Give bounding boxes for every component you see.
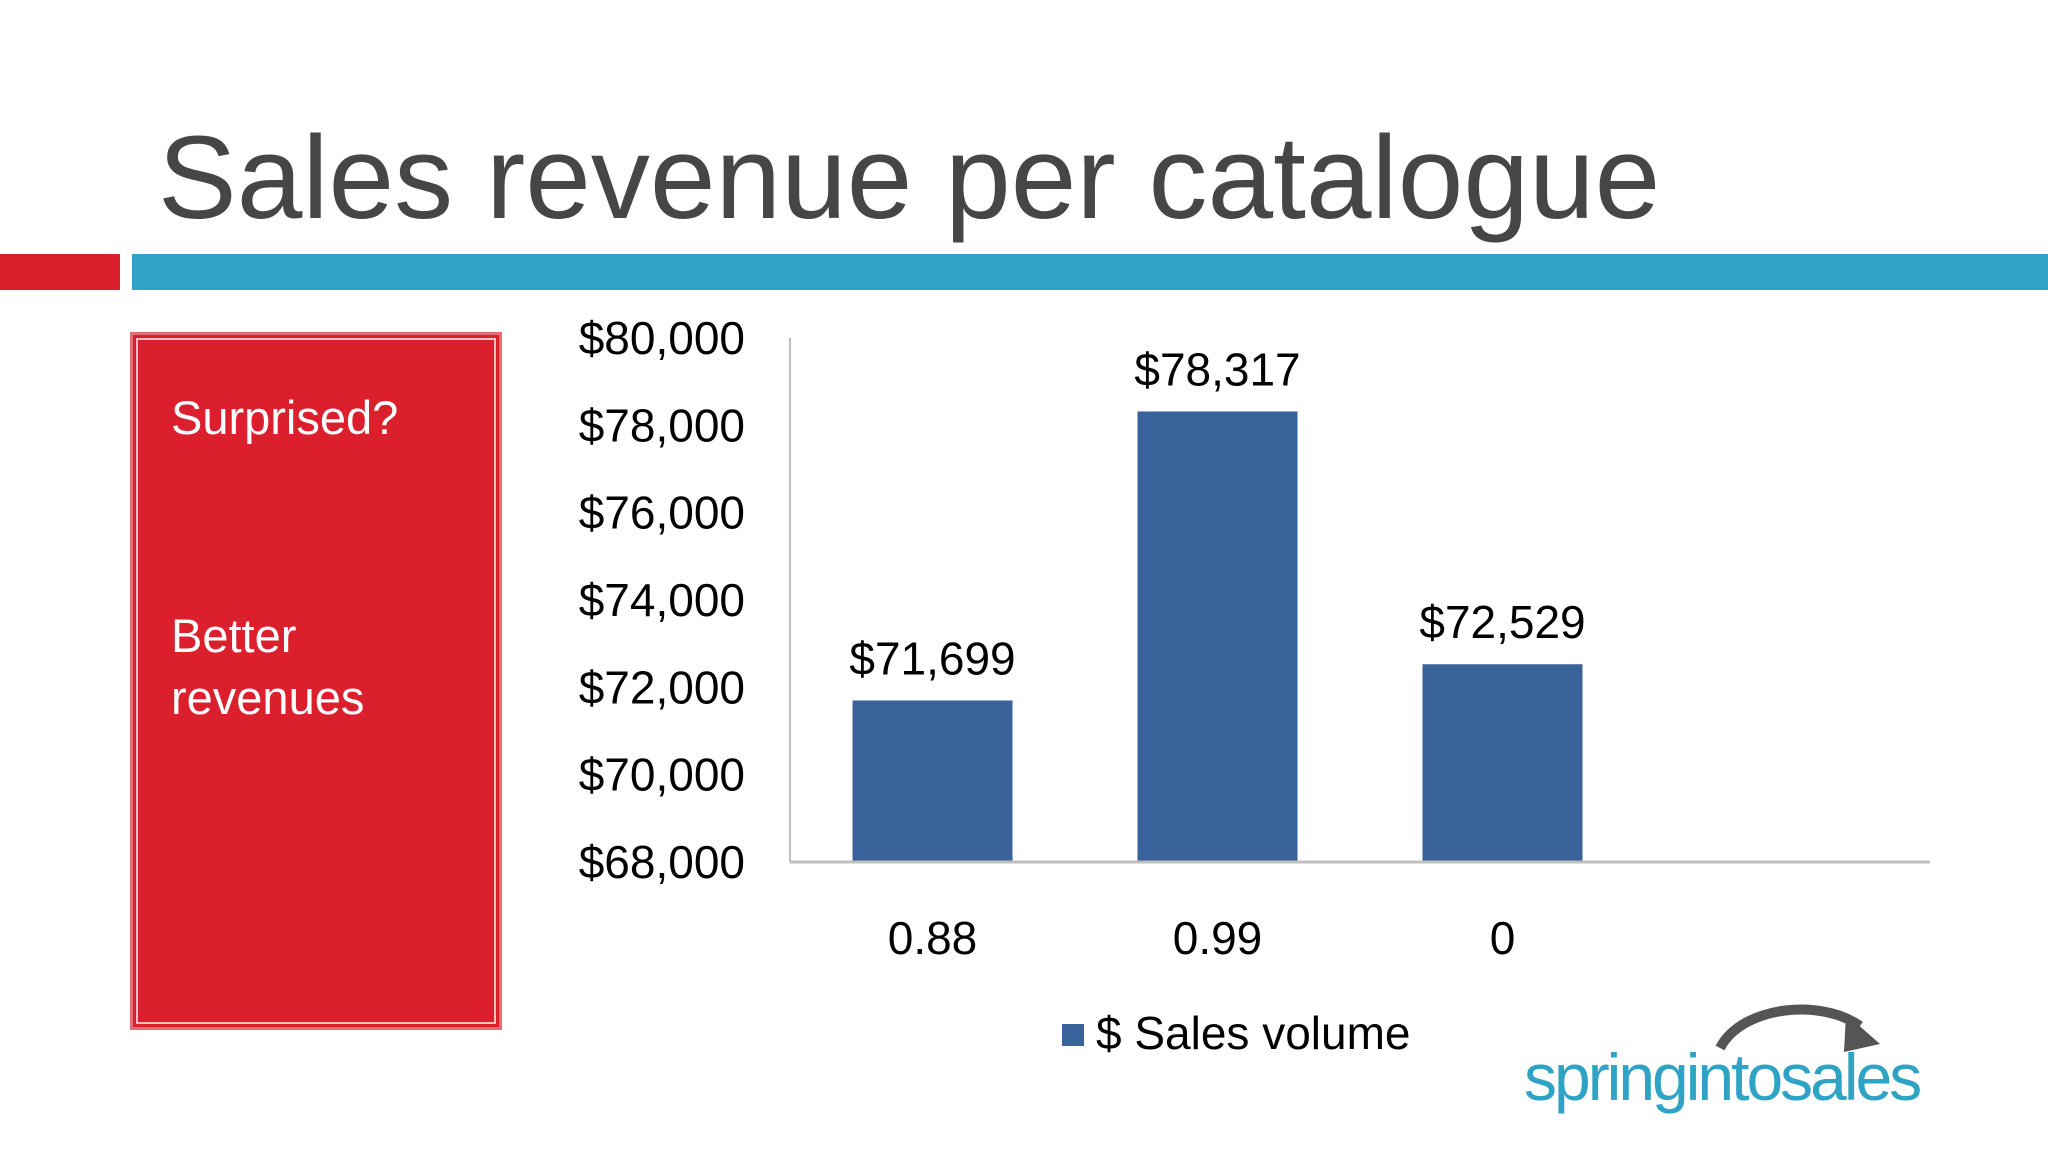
title-rule-blue [132, 254, 2048, 290]
y-tick-label: $80,000 [579, 312, 745, 364]
chart-legend: $ Sales volume [1062, 1007, 1411, 1059]
bar [1422, 664, 1583, 862]
x-tick-label: 0.99 [1173, 912, 1263, 964]
y-tick-label: $68,000 [579, 836, 745, 888]
springintosales-logo: springintosales [1524, 1004, 1923, 1114]
legend-label: $ Sales volume [1096, 1007, 1411, 1059]
y-tick-label: $74,000 [579, 574, 745, 626]
x-tick-label: 0 [1490, 912, 1516, 964]
bar-data-label: $71,699 [849, 632, 1015, 684]
y-tick-label: $70,000 [579, 749, 745, 801]
y-tick-label: $78,000 [579, 399, 745, 451]
legend-swatch [1062, 1024, 1084, 1046]
x-axis-tick-labels: 0.88 0.99 0 [888, 912, 1516, 964]
logo-arrowhead-icon [1844, 1014, 1880, 1052]
bar-data-labels: $71,699 $78,317 $72,529 [849, 343, 1585, 684]
y-tick-label: $76,000 [579, 487, 745, 539]
logo-arrow-icon [1715, 1004, 1863, 1051]
y-tick-label: $72,000 [579, 661, 745, 713]
bar [1137, 411, 1298, 862]
sidebar-text-surprised: Surprised? [171, 391, 399, 444]
bar-data-label: $72,529 [1419, 596, 1585, 648]
title-rule-red [0, 254, 120, 290]
slide-title: Sales revenue per catalogue [158, 112, 1661, 244]
bars [852, 411, 1583, 862]
logo-text: springintosales [1524, 1040, 1920, 1114]
y-axis-tick-labels: $80,000 $78,000 $76,000 $74,000 $72,000 $70,0… [579, 312, 745, 888]
sidebar-callout-box: Surprised? Better revenues [130, 332, 502, 1030]
bar-data-label: $78,317 [1134, 343, 1300, 395]
sidebar-text-revenues: revenues [171, 671, 365, 724]
x-tick-label: 0.88 [888, 912, 978, 964]
bar [852, 700, 1013, 862]
sidebar-text-better: Better [171, 609, 297, 662]
